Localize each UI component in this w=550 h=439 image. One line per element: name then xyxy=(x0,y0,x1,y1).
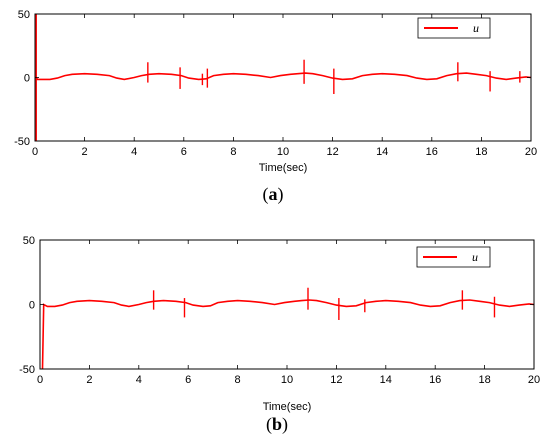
x-tick-label: 4 xyxy=(131,146,137,158)
x-tick-label: 14 xyxy=(380,374,392,386)
x-tick-label: 8 xyxy=(235,374,241,386)
x-tick-label: 18 xyxy=(478,374,490,386)
x-tick-label: 6 xyxy=(185,374,191,386)
x-tick-label: 2 xyxy=(86,374,92,386)
legend-a: u xyxy=(417,17,491,39)
caption-b: (b) xyxy=(266,414,288,435)
x-tick-label: 2 xyxy=(82,146,88,158)
x-tick-label: 0 xyxy=(32,146,38,158)
y-tick-label: 0 xyxy=(24,73,30,85)
x-tick-label: 0 xyxy=(37,374,43,386)
x-axis-b: 0 2 4 6 8 10 12 14 16 18 20 xyxy=(37,240,540,386)
y-tick-label: -50 xyxy=(19,364,35,376)
legend-label-u-a: u xyxy=(473,21,479,35)
x-tick-label: 10 xyxy=(281,374,293,386)
series-layer-a xyxy=(35,14,531,141)
x-tick-label: 20 xyxy=(528,374,540,386)
y-axis-a: -50 0 50 xyxy=(14,9,531,148)
caption-letter-b: b xyxy=(272,414,282,434)
x-tick-label: 12 xyxy=(330,374,342,386)
y-tick-label: 0 xyxy=(29,300,35,312)
x-tick-label: 16 xyxy=(426,146,438,158)
x-axis-label-b: Time(sec) xyxy=(263,401,311,413)
x-tick-label: 6 xyxy=(181,146,187,158)
x-axis-label-a: Time(sec) xyxy=(259,162,307,174)
x-axis-a: 0 2 4 6 8 10 12 14 16 18 20 xyxy=(32,14,537,158)
x-tick-label: 4 xyxy=(136,374,142,386)
y-axis-b: -50 0 50 xyxy=(19,235,534,376)
legend-label-u-b: u xyxy=(472,250,478,264)
y-tick-label: 50 xyxy=(23,235,35,247)
series-line-u-a xyxy=(35,72,531,81)
x-tick-label: 20 xyxy=(525,146,537,158)
series-line-u-b xyxy=(41,299,534,369)
series-layer-b xyxy=(41,287,534,369)
x-tick-label: 12 xyxy=(326,146,338,158)
caption-letter-a: a xyxy=(269,184,278,204)
caption-a: (a) xyxy=(263,184,284,205)
legend-b: u xyxy=(416,246,491,268)
x-tick-label: 18 xyxy=(475,146,487,158)
y-tick-label: -50 xyxy=(14,136,30,148)
y-tick-label: 50 xyxy=(18,9,30,21)
x-tick-label: 8 xyxy=(230,146,236,158)
x-tick-label: 16 xyxy=(429,374,441,386)
x-tick-label: 10 xyxy=(277,146,289,158)
x-tick-label: 14 xyxy=(376,146,388,158)
